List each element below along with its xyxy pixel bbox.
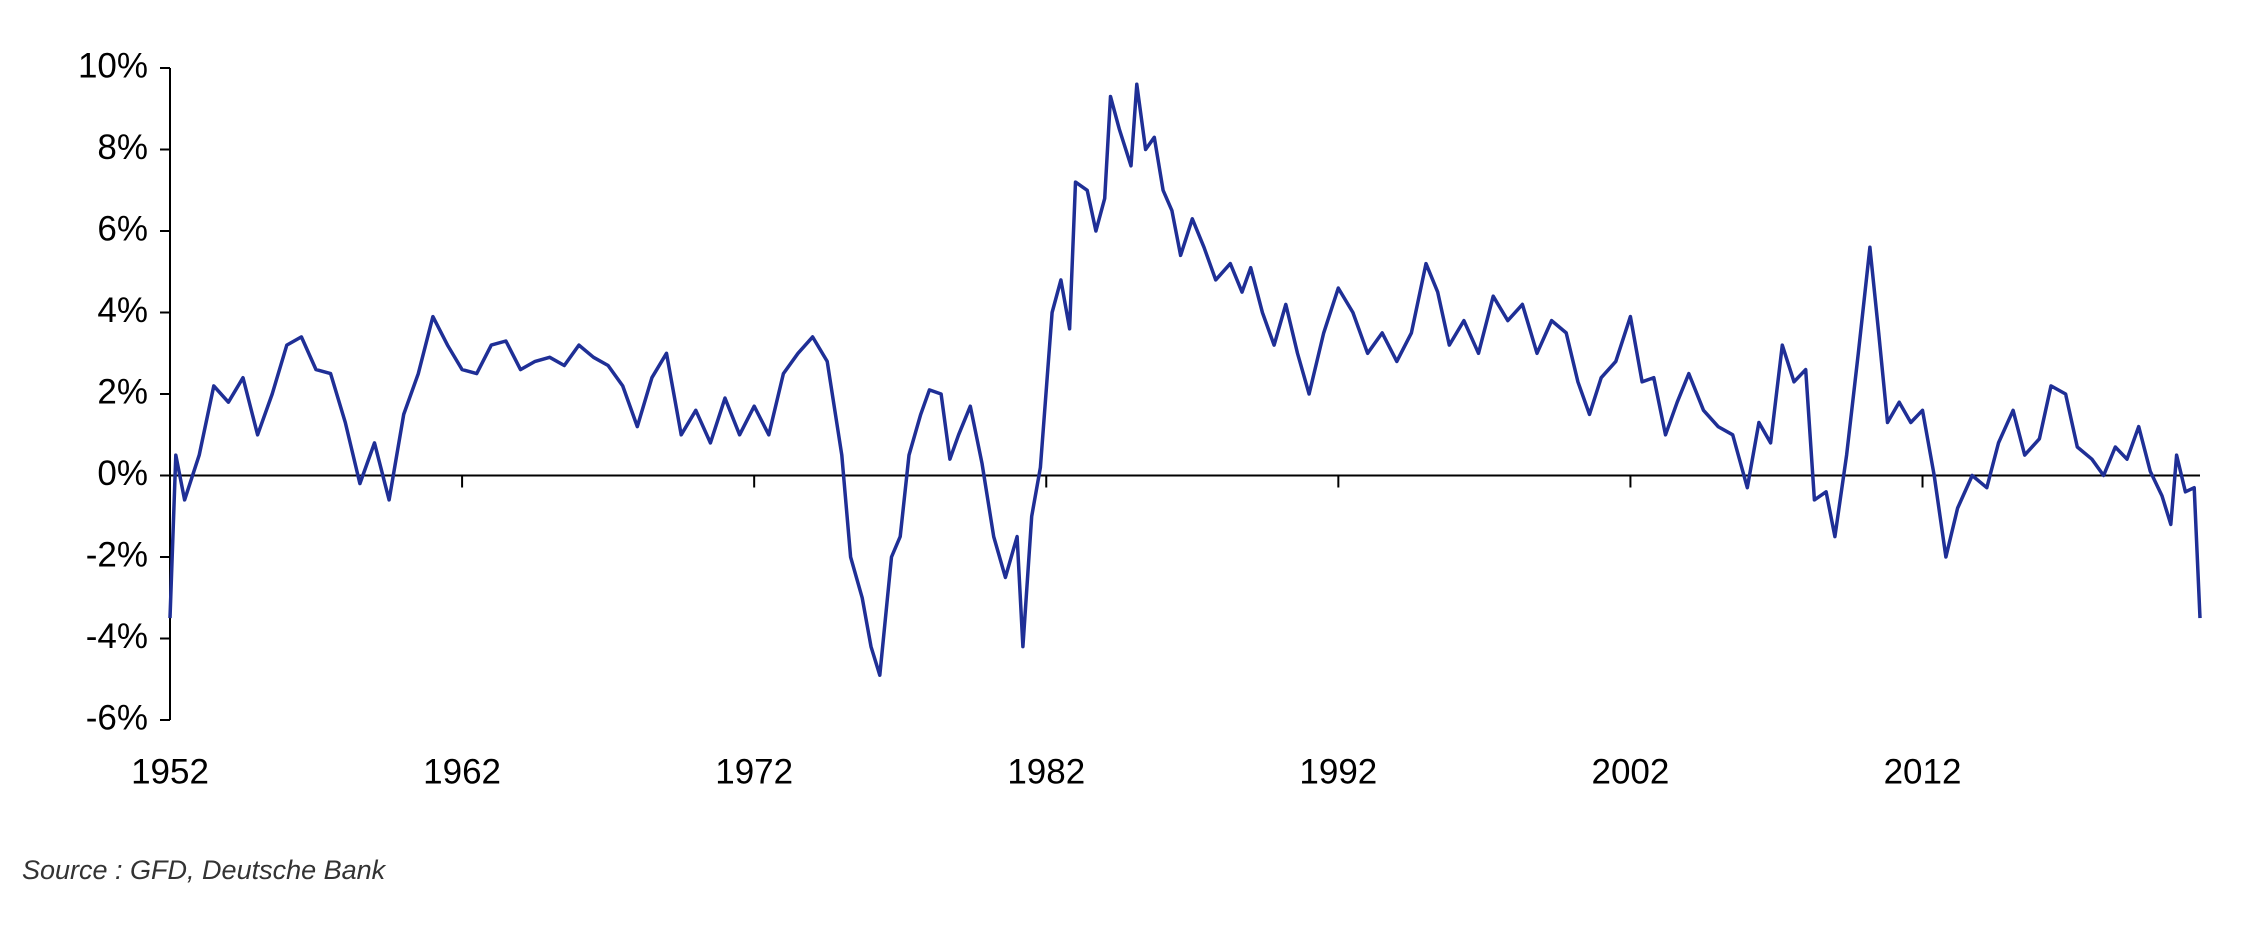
- y-tick-label: 8%: [97, 128, 148, 167]
- y-tick-label: 2%: [97, 372, 148, 411]
- x-tick-label: 1952: [131, 752, 209, 791]
- x-tick-label: 1992: [1299, 752, 1377, 791]
- y-tick-label: 4%: [97, 291, 148, 330]
- source-note: Source : GFD, Deutsche Bank: [22, 855, 387, 885]
- y-tick-label: 6%: [97, 209, 148, 248]
- x-tick-label: 1982: [1007, 752, 1085, 791]
- y-tick-label: -6%: [86, 698, 148, 737]
- x-tick-label: 2002: [1591, 752, 1669, 791]
- data-line: [168, 82, 2202, 677]
- x-tick-label: 1972: [715, 752, 793, 791]
- y-tick-label: 10%: [78, 46, 148, 85]
- x-tick-label: 2012: [1884, 752, 1962, 791]
- y-tick-label: 0%: [97, 454, 148, 493]
- x-tick-label: 1962: [423, 752, 501, 791]
- y-tick-label: -4%: [86, 617, 148, 656]
- y-tick-label: -2%: [86, 535, 148, 574]
